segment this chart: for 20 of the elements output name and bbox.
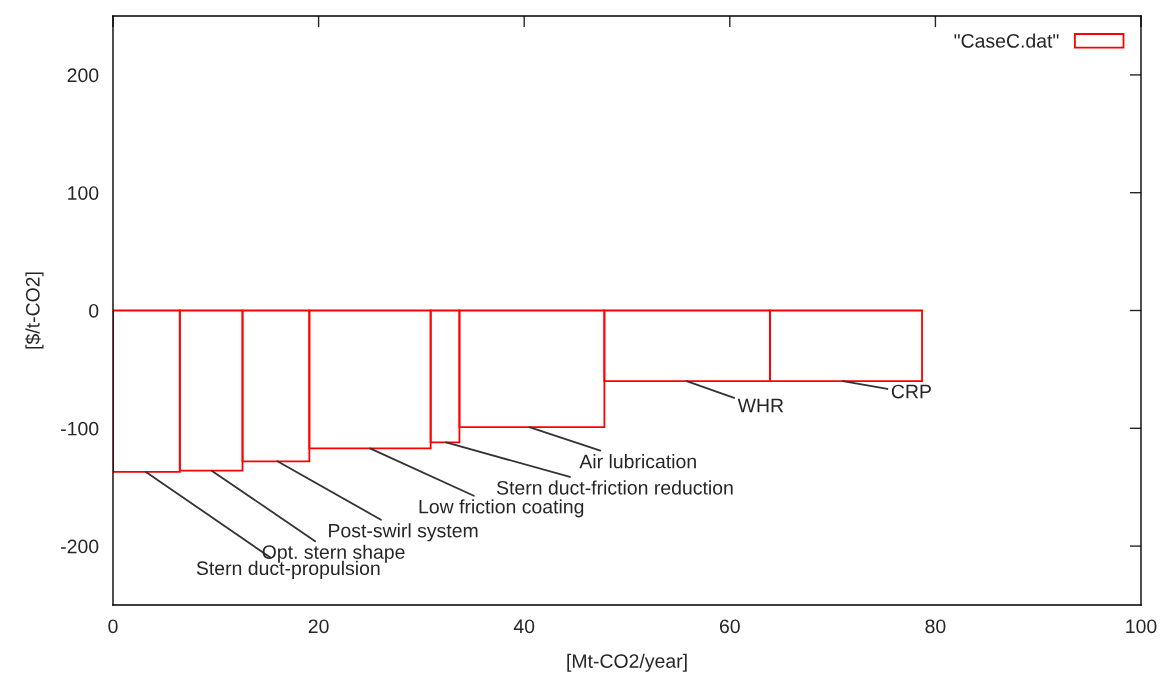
x-axis-title: [Mt-CO2/year] [567,653,687,672]
annotation: Post-swirl system [329,523,478,542]
annotation: Air lubrication [579,454,696,469]
y-tick-label: -200 [61,539,99,554]
y-tick-label: 0 [89,303,99,318]
y-tick-label: 100 [68,186,99,200]
x-tick-label: 80 [925,619,946,634]
x-tick-label: 100 [1126,619,1157,634]
y-tick-label: -100 [61,421,99,436]
x-tick-label: 40 [513,619,535,634]
annotation: WHR [737,398,784,413]
y-tick-label: 200 [67,68,99,83]
legend-label: "CaseC.dat" [954,33,1059,48]
annotation: Low friction coating [419,499,584,518]
annotation: Stern duct-friction reduction [496,480,733,495]
x-tick-label: 20 [308,619,329,634]
x-tick-label: 0 [108,619,118,634]
y-axis-title: [$/t-CO2] [25,272,44,349]
x-tick-label: 60 [719,619,740,634]
annotation: CRP [891,384,931,399]
